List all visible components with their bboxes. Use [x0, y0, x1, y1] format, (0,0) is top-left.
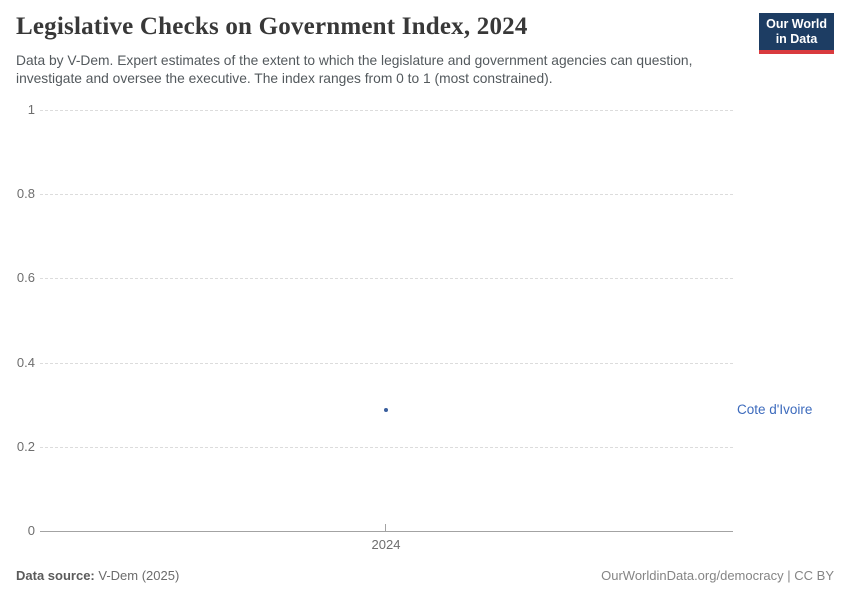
y-axis-label-0.8: 0.8: [16, 186, 35, 201]
y-axis-label-0.2: 0.2: [16, 439, 35, 454]
gridline-0.8: [40, 194, 733, 195]
x-axis-line: [40, 531, 733, 532]
y-axis-label-0.6: 0.6: [16, 270, 35, 285]
gridline-0.4: [40, 363, 733, 364]
owid-logo: Our World in Data: [759, 13, 834, 54]
page-title: Legislative Checks on Government Index, …: [16, 13, 528, 40]
data-point-cote-divoire[interactable]: [384, 408, 388, 412]
chart-subtitle: Data by V-Dem. Expert estimates of the e…: [16, 53, 693, 87]
owid-credit-link[interactable]: OurWorldinData.org/democracy | CC BY: [601, 568, 834, 583]
entity-label-cote-divoire[interactable]: Cote d'Ivoire: [737, 402, 813, 417]
gridline-0.6: [40, 278, 733, 279]
data-source-value: V-Dem (2025): [94, 568, 180, 583]
y-axis-label-0.4: 0.4: [16, 355, 35, 370]
y-axis-label-0: 0: [27, 523, 35, 538]
chart-footer: Data source: V-Dem (2025) OurWorldinData…: [16, 568, 834, 583]
x-axis-label-2024: 2024: [371, 537, 401, 552]
x-axis-tick: [385, 524, 386, 531]
y-axis-label-1: 1: [27, 102, 35, 117]
gridline-1: [40, 110, 733, 111]
data-source-text: Data source: V-Dem (2025): [16, 568, 179, 583]
data-source-label: Data source:: [16, 568, 95, 583]
gridline-0.2: [40, 447, 733, 448]
